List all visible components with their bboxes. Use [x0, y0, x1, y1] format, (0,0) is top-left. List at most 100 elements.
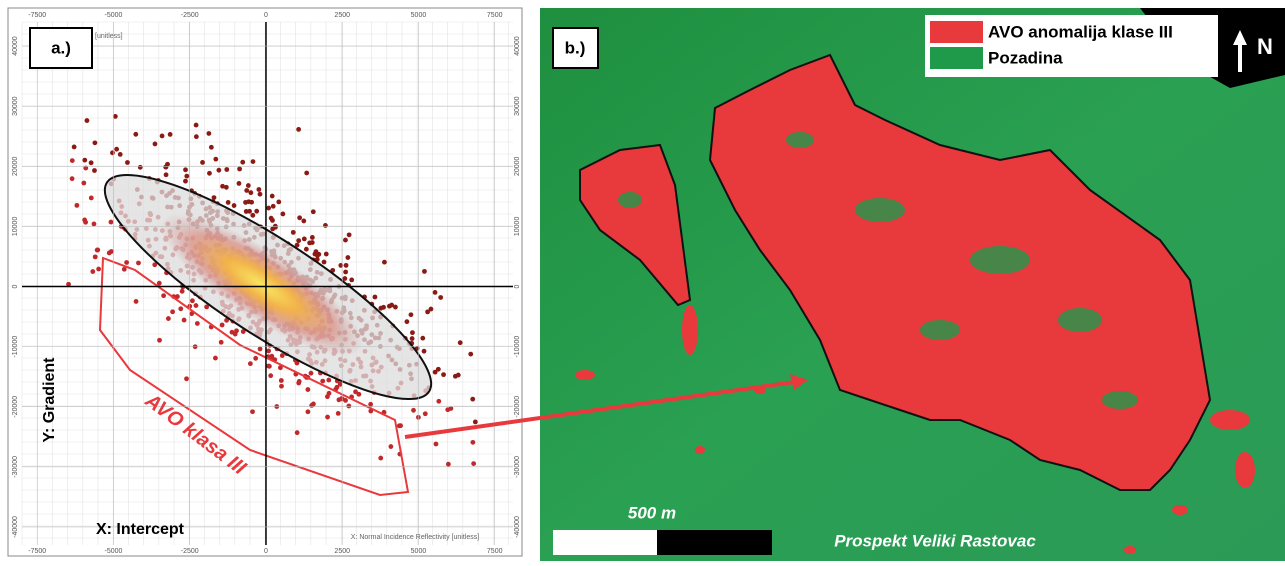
scatter-dot [381, 305, 386, 310]
y-tick-label: 20000 [514, 156, 521, 176]
scatter-dot [433, 290, 438, 295]
y-tick-label: 0 [12, 284, 19, 288]
scatter-dot [170, 309, 175, 314]
scatter-dot [423, 411, 428, 416]
y-tick-label: 40000 [12, 36, 19, 56]
scatter-dot [398, 423, 403, 428]
y-tick-label: 30000 [514, 96, 521, 116]
scatter-dot [254, 209, 259, 214]
scatter-dot [184, 174, 189, 179]
scatter-dot [468, 352, 473, 357]
legend-label: Pozadina [988, 48, 1063, 67]
scatter-dot [212, 195, 217, 200]
scatter-dot [270, 227, 275, 232]
scatter-dot [305, 387, 310, 392]
scatter-dot [110, 150, 115, 155]
scatter-dot [309, 371, 314, 376]
x-tick-label: -5000 [105, 12, 123, 19]
page: -7500-7500-5000-5000-2500-25000025002500… [0, 0, 1285, 566]
scatter-dot [233, 332, 238, 337]
scale-bar-black [657, 530, 772, 555]
scatter-dot [118, 152, 123, 157]
y-tick-label: 40000 [514, 36, 521, 56]
scatter-dot [311, 209, 316, 214]
scatter-dot [302, 237, 307, 242]
scatter-dot [434, 442, 439, 447]
x-tick-label: 2500 [334, 548, 350, 555]
scatter-dot [436, 399, 441, 404]
y-tick-label: 10000 [12, 217, 19, 237]
y-tick-label: 30000 [12, 96, 19, 116]
figure: -7500-7500-5000-5000-2500-25000025002500… [0, 0, 1285, 561]
scatter-dot [250, 213, 255, 218]
scatter-dot [357, 392, 362, 397]
scatter-dot [224, 185, 229, 190]
scatter-dot [82, 218, 87, 223]
scatter-dot [248, 190, 253, 195]
scatter-dot [251, 159, 256, 164]
scatter-dot [324, 252, 329, 257]
x-tick-label: 0 [264, 548, 268, 555]
scatter-dot [325, 394, 330, 399]
scatter-dot [410, 330, 415, 335]
scatter-dot [458, 340, 463, 345]
scatter-dot [190, 298, 195, 303]
scatter-dot [291, 230, 296, 235]
scatter-dot [184, 376, 189, 381]
scatter-dot [296, 127, 301, 132]
scatter-dot [134, 299, 139, 304]
x-tick-label: -7500 [28, 548, 46, 555]
scatter-dot [219, 340, 224, 345]
scatter-dot [157, 338, 162, 343]
scatter-dot [125, 160, 130, 165]
scatter-dot [368, 402, 373, 407]
scatter-dot [456, 373, 461, 378]
y-axis-name: [unitless] [95, 33, 123, 40]
scatter-dot [93, 254, 98, 259]
scatter-dot [471, 461, 476, 466]
scatter-dot [90, 269, 95, 274]
scatter-dot [339, 396, 344, 401]
x-axis-name: X: Normal Incidence Reflectivity [unitle… [351, 534, 479, 541]
x-tick-label: 0 [264, 12, 268, 19]
scatter-dot [194, 134, 199, 139]
scatter-dot [85, 118, 90, 123]
scatter-dot [244, 209, 249, 214]
scatter-dot [320, 379, 325, 384]
scatter-dot [266, 206, 271, 211]
panel-label: a.) [51, 38, 71, 57]
scatter-dot [271, 204, 276, 209]
scatter-dot [160, 134, 165, 139]
x-tick-label: -2500 [181, 548, 199, 555]
scatter-dot [243, 200, 248, 205]
scatter-dot [470, 440, 475, 445]
y-tick-label: -30000 [514, 456, 521, 478]
scatter-dot [250, 409, 255, 414]
scatter-dot [410, 336, 415, 341]
scatter-dot [268, 373, 273, 378]
scatter-dot [347, 232, 352, 237]
scatter-dot [237, 167, 242, 172]
scatter-dot [124, 260, 129, 265]
scatter-dot [168, 132, 173, 137]
y-tick-label: -40000 [12, 516, 19, 538]
scatter-dot [207, 171, 212, 176]
scatter-dot [405, 319, 410, 324]
prospect-label: Prospekt Veliki Rastovac [834, 531, 1036, 550]
scatter-dot [473, 420, 478, 425]
y-tick-label: -20000 [514, 396, 521, 418]
scatter-dot [114, 147, 119, 152]
scale-bar-white [553, 530, 657, 555]
scatter-dot [387, 304, 392, 309]
scatter-dot [388, 444, 393, 449]
scatter-dot [240, 160, 245, 165]
scatter-dot [244, 188, 249, 193]
scale-label: 500 m [628, 503, 676, 522]
scatter-dot [81, 181, 86, 186]
y-tick-label: 0 [514, 284, 521, 288]
scatter-dot [301, 219, 306, 224]
scatter-dot [136, 261, 141, 266]
scatter-dot [276, 199, 281, 204]
scatter-dot [446, 462, 451, 467]
scatter-dot [157, 281, 162, 286]
